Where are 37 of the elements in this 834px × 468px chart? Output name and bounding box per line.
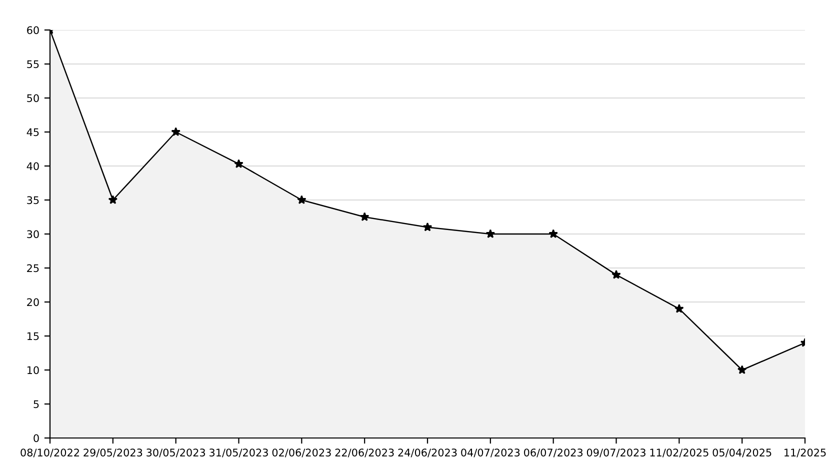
y-tick-label: 10 — [27, 366, 39, 374]
y-tick-label: 0 — [34, 434, 39, 442]
y-tick-label: 40 — [26, 162, 39, 170]
point — [108, 195, 118, 204]
point — [422, 222, 432, 232]
x-tick-label: 04/07/2023 — [461, 448, 520, 458]
y-tick-label: 45 — [26, 128, 39, 136]
y-tick-label: 15 — [27, 332, 39, 340]
x-tick-label: 22/06/2023 — [335, 448, 394, 458]
x-tick-label: 09/07/2023 — [586, 448, 646, 458]
point — [674, 304, 684, 313]
y-tick-label: 55 — [27, 60, 39, 68]
x-tick-label: 11/02/2025 — [650, 448, 708, 458]
x-tick-label: 24/06/2023 — [398, 448, 457, 458]
x-tick-label: 05/04/2025 — [712, 448, 772, 458]
y-tick-label: 35 — [27, 196, 39, 204]
y-tick-label: 60 — [27, 26, 39, 34]
point — [612, 270, 621, 279]
x-tick-label: 30/05/2023 — [146, 448, 206, 458]
y-tick-label: 30 — [27, 230, 39, 238]
y-tick-label: 50 — [27, 94, 39, 102]
y-tick-label: 5 — [34, 400, 39, 408]
point — [737, 365, 747, 374]
x-tick-label: 08/10/2022 — [20, 448, 79, 458]
point — [548, 229, 558, 238]
point — [234, 159, 244, 168]
x-tick-label: 06/07/2023 — [524, 448, 583, 458]
point — [360, 212, 370, 222]
y-tick-label: 25 — [27, 264, 39, 272]
x-tick-label: 29/05/2023 — [84, 448, 142, 458]
point — [486, 229, 496, 238]
point — [297, 195, 306, 204]
y-tick-label: 20 — [27, 298, 39, 306]
point — [171, 127, 180, 136]
x-tick-label: 02/06/2023 — [272, 448, 331, 458]
x-tick-label: 11/2025 — [784, 448, 826, 458]
x-tick-label: 31/05/2023 — [210, 448, 268, 458]
